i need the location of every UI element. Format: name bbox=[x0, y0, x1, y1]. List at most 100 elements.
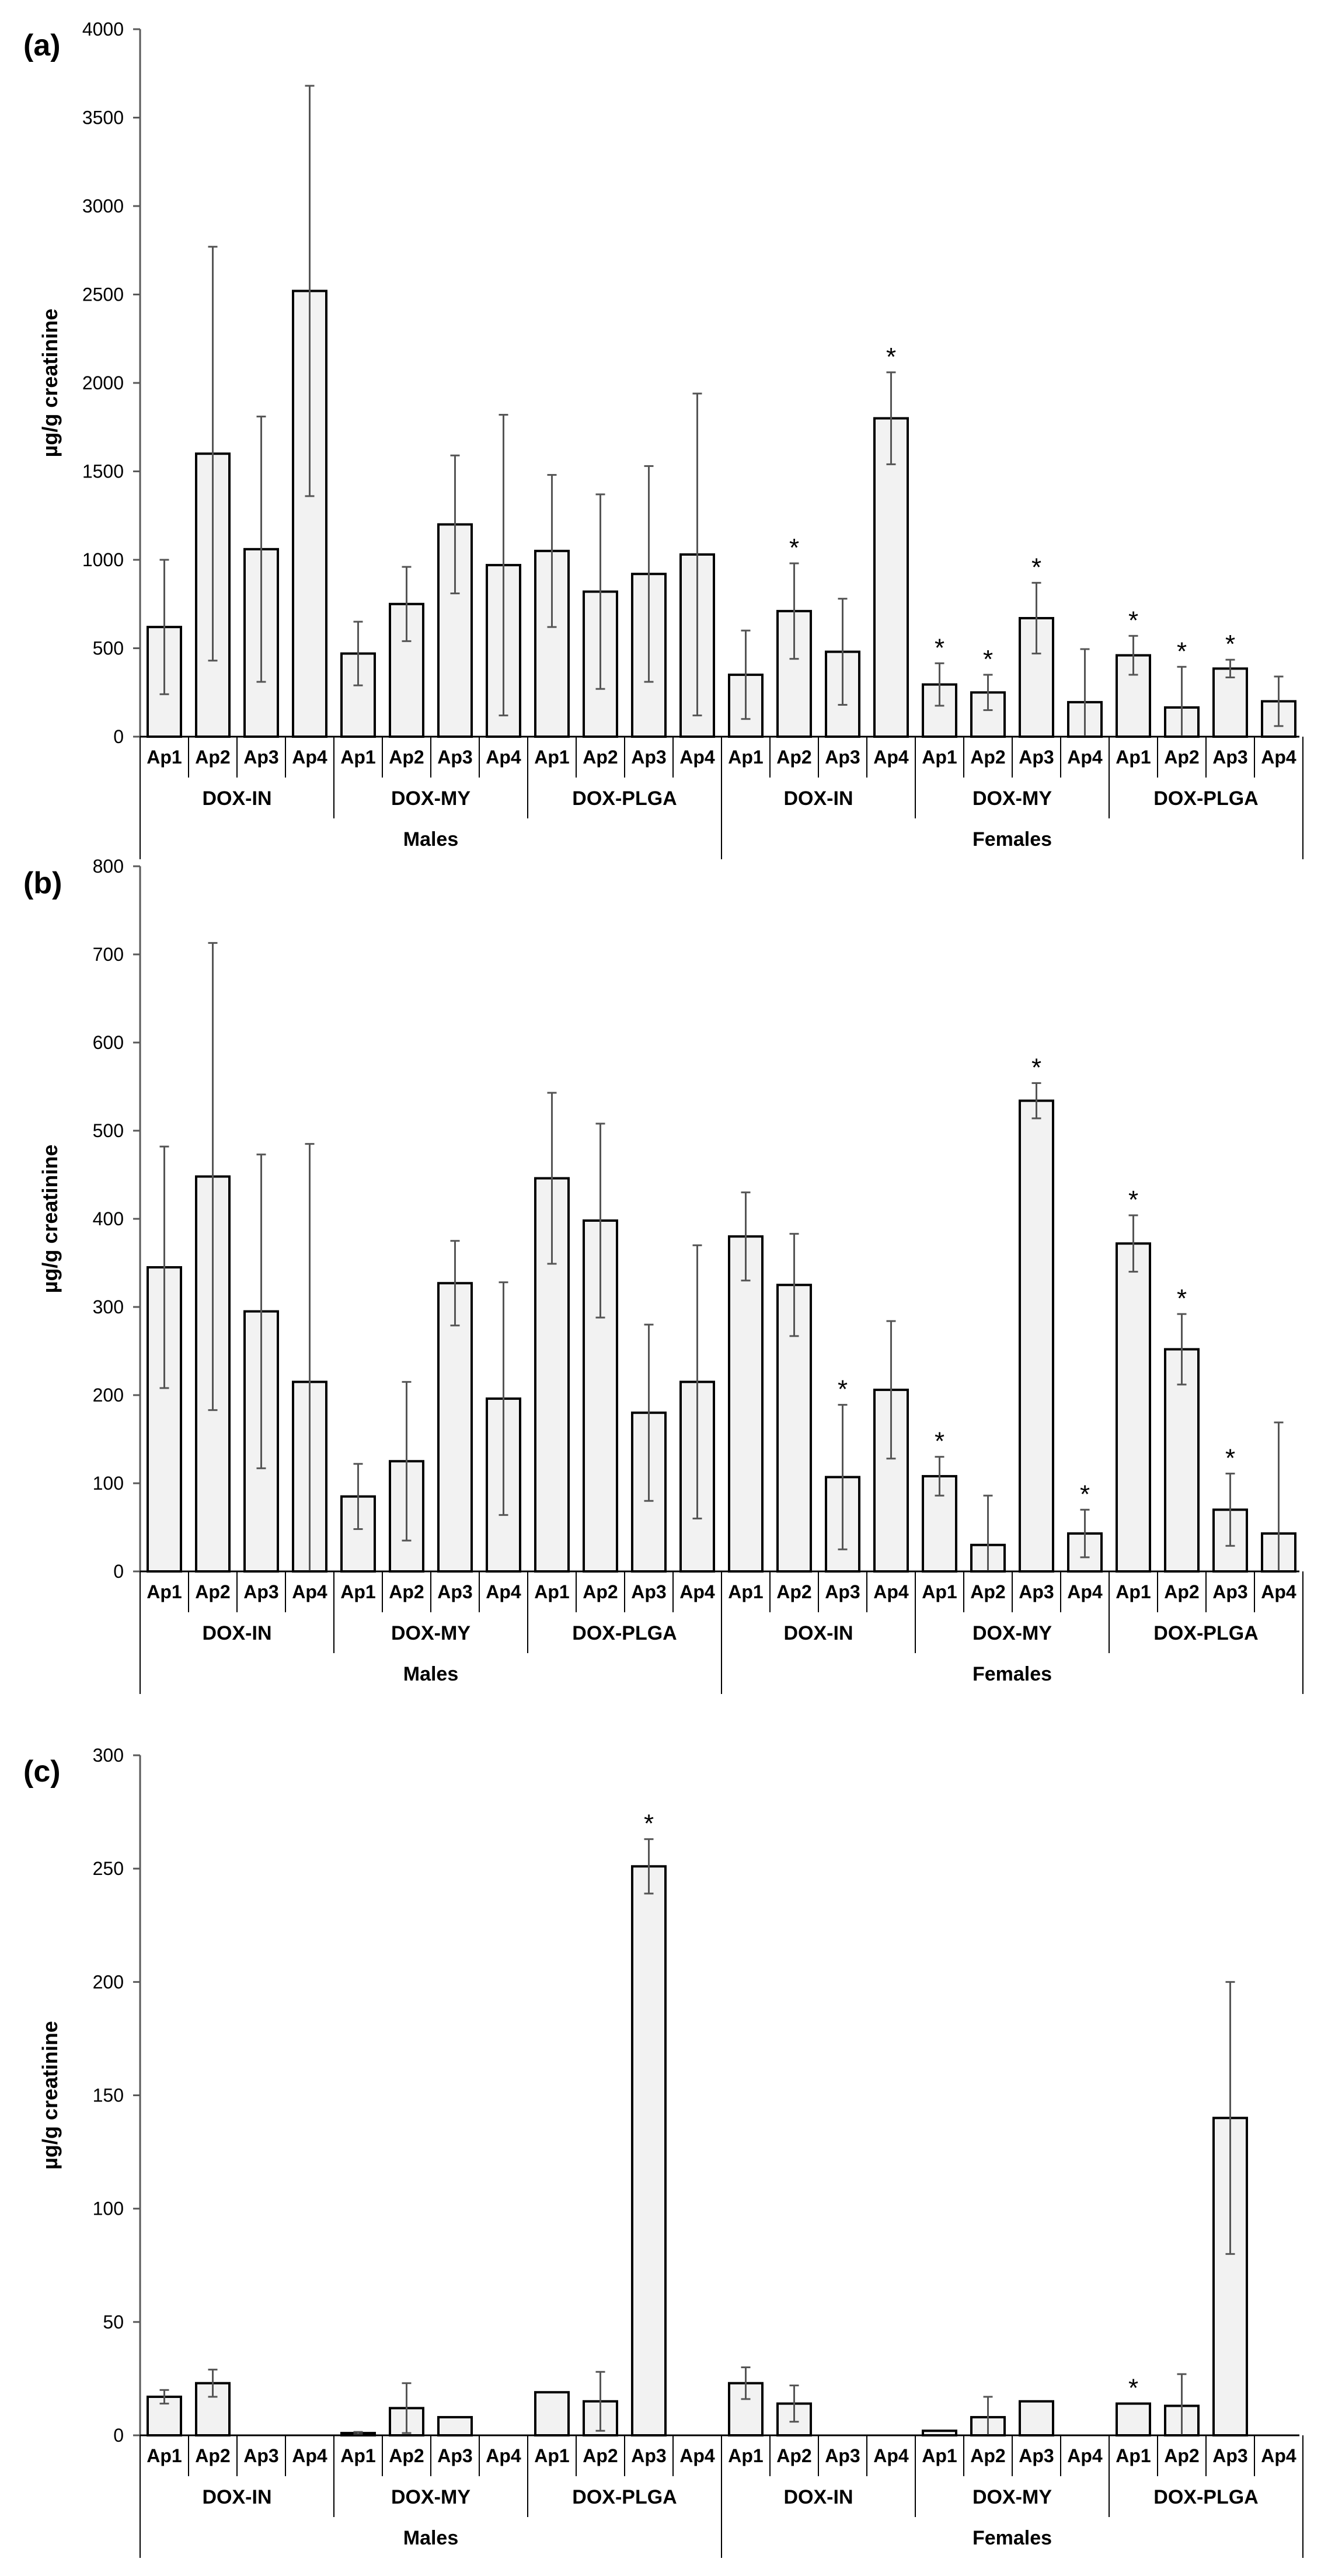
x-tick-label: Ap4 bbox=[1067, 2445, 1103, 2466]
bar bbox=[437, 1282, 473, 1573]
x-tick-label: Ap3 bbox=[437, 2445, 472, 2466]
x-tick-label: Ap1 bbox=[340, 2445, 375, 2466]
x-tick-label: Ap2 bbox=[970, 2445, 1005, 2466]
x-tick-label: Ap4 bbox=[679, 747, 715, 768]
y-axis-title: µg/g creatinine bbox=[38, 1145, 62, 1294]
bar bbox=[1116, 1242, 1151, 1573]
group-label: DOX-MY bbox=[391, 787, 470, 810]
x-tick-label: Ap4 bbox=[873, 1581, 909, 1602]
y-tick-label: 1000 bbox=[82, 549, 124, 570]
bar bbox=[776, 1284, 812, 1573]
significance-marker: * bbox=[1225, 630, 1235, 658]
bar bbox=[1019, 1099, 1054, 1573]
x-tick-label: Ap3 bbox=[1212, 2445, 1247, 2466]
group-label: DOX-PLGA bbox=[572, 2486, 677, 2508]
group-label: DOX-PLGA bbox=[1153, 2486, 1258, 2508]
significance-marker: * bbox=[935, 633, 944, 662]
x-tick-label: Ap2 bbox=[195, 1581, 230, 1602]
x-tick-label: Ap1 bbox=[922, 1581, 957, 1602]
significance-marker: * bbox=[935, 1427, 944, 1456]
x-tick-label: Ap4 bbox=[679, 1581, 715, 1602]
x-tick-label: Ap1 bbox=[922, 747, 957, 768]
x-tick-label: Ap3 bbox=[631, 1581, 666, 1602]
y-tick-label: 2000 bbox=[82, 372, 124, 393]
y-tick-label: 500 bbox=[93, 638, 124, 659]
significance-marker: * bbox=[1128, 2374, 1138, 2403]
panel-1: (a) 0 500 1000 1500 2000 2500 3000 3500 4000 µg/g … bbox=[23, 19, 1303, 859]
sex-label: Females bbox=[973, 828, 1052, 850]
group-label: DOX-MY bbox=[973, 787, 1052, 810]
x-tick-label: Ap2 bbox=[195, 2445, 230, 2466]
group-label: DOX-PLGA bbox=[572, 787, 677, 810]
x-tick-label: Ap1 bbox=[1116, 1581, 1151, 1602]
x-tick-label: Ap4 bbox=[1261, 747, 1296, 768]
significance-marker: * bbox=[1128, 606, 1138, 635]
x-tick-label: Ap4 bbox=[292, 1581, 327, 1602]
x-tick-label: Ap2 bbox=[776, 747, 811, 768]
x-tick-label: Ap2 bbox=[583, 2445, 618, 2466]
significance-marker: * bbox=[644, 1810, 654, 1838]
x-tick-label: Ap4 bbox=[873, 2445, 909, 2466]
y-tick-label: 200 bbox=[93, 1385, 124, 1406]
y-tick-label: 300 bbox=[93, 1296, 124, 1317]
x-tick-label: Ap1 bbox=[534, 2445, 569, 2466]
y-tick-label: 700 bbox=[93, 944, 124, 965]
bar bbox=[873, 417, 909, 738]
y-tick-label: 4000 bbox=[82, 19, 124, 40]
y-tick-label: 500 bbox=[93, 1120, 124, 1141]
y-axis-title: µg/g creatinine bbox=[38, 2021, 62, 2170]
group-label: DOX-IN bbox=[784, 787, 853, 810]
significance-marker: * bbox=[789, 534, 799, 562]
x-tick-label: Ap2 bbox=[776, 2445, 811, 2466]
group-label: DOX-MY bbox=[973, 2486, 1052, 2508]
bar bbox=[437, 2415, 473, 2436]
x-tick-label: Ap3 bbox=[825, 2445, 860, 2466]
y-tick-label: 200 bbox=[93, 1971, 124, 1992]
x-tick-label: Ap4 bbox=[292, 2445, 327, 2466]
x-tick-label: Ap2 bbox=[389, 1581, 424, 1602]
x-tick-label: Ap1 bbox=[147, 2445, 182, 2466]
x-tick-label: Ap3 bbox=[1212, 747, 1247, 768]
bar bbox=[1116, 2402, 1151, 2436]
x-tick-label: Ap1 bbox=[728, 1581, 763, 1602]
x-tick-label: Ap2 bbox=[389, 747, 424, 768]
significance-marker: * bbox=[1128, 1186, 1138, 1214]
x-tick-label: Ap3 bbox=[437, 747, 472, 768]
x-tick-label: Ap4 bbox=[1261, 1581, 1296, 1602]
x-tick-label: Ap2 bbox=[389, 2445, 424, 2466]
x-tick-label: Ap4 bbox=[873, 747, 909, 768]
y-tick-label: 50 bbox=[103, 2312, 124, 2333]
x-tick-label: Ap1 bbox=[728, 747, 763, 768]
group-label: DOX-IN bbox=[203, 787, 272, 810]
group-label: DOX-PLGA bbox=[572, 1622, 677, 1644]
x-tick-label: Ap4 bbox=[486, 747, 521, 768]
x-tick-label: Ap1 bbox=[1116, 747, 1151, 768]
x-tick-label: Ap4 bbox=[1067, 747, 1103, 768]
x-tick-label: Ap1 bbox=[534, 1581, 569, 1602]
x-tick-label: Ap1 bbox=[340, 747, 375, 768]
x-tick-label: Ap2 bbox=[970, 747, 1005, 768]
sex-label: Females bbox=[973, 1663, 1052, 1685]
x-tick-label: Ap1 bbox=[147, 1581, 182, 1602]
y-tick-label: 150 bbox=[93, 2085, 124, 2106]
x-tick-label: Ap1 bbox=[728, 2445, 763, 2466]
x-tick-label: Ap4 bbox=[292, 747, 327, 768]
x-tick-label: Ap4 bbox=[1261, 2445, 1296, 2466]
bar bbox=[631, 1865, 667, 2437]
y-tick-label: 3000 bbox=[82, 196, 124, 217]
x-tick-label: Ap3 bbox=[825, 1581, 860, 1602]
x-tick-label: Ap2 bbox=[1164, 2445, 1199, 2466]
y-tick-label: 250 bbox=[93, 1858, 124, 1879]
y-tick-label: 100 bbox=[93, 2198, 124, 2219]
bar bbox=[1212, 667, 1248, 738]
x-tick-label: Ap2 bbox=[1164, 1581, 1199, 1602]
x-tick-label: Ap2 bbox=[583, 1581, 618, 1602]
x-tick-label: Ap2 bbox=[776, 1581, 811, 1602]
y-tick-label: 400 bbox=[93, 1208, 124, 1229]
significance-marker: * bbox=[886, 343, 896, 371]
x-tick-label: Ap3 bbox=[631, 747, 666, 768]
group-label: DOX-IN bbox=[784, 2486, 853, 2508]
x-tick-label: Ap3 bbox=[437, 1581, 472, 1602]
bar bbox=[728, 1235, 764, 1573]
